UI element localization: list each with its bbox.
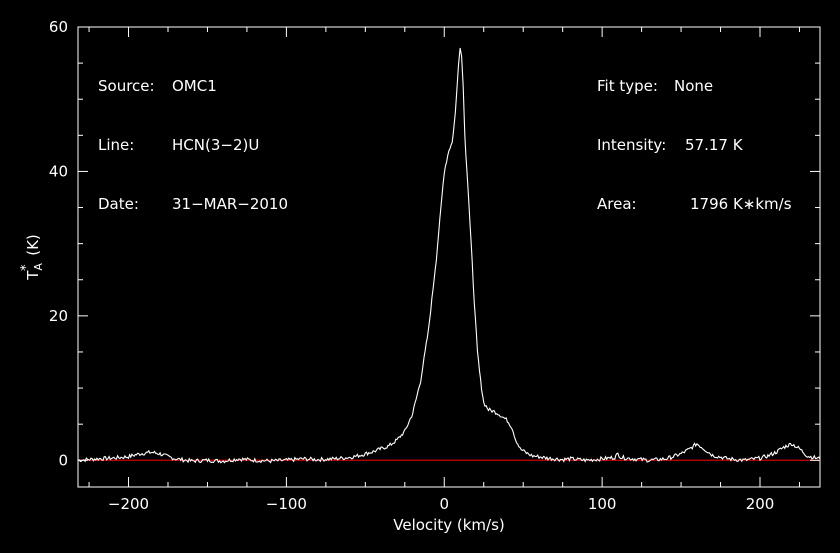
date-label: Date: xyxy=(98,195,139,213)
area-row: Area: 1796 K∗km/s xyxy=(597,195,792,213)
x-tick-label: 0 xyxy=(439,495,449,513)
x-axis: −200 −100 0 100 200 xyxy=(88,27,800,513)
source-value: OMC1 xyxy=(172,77,217,95)
y-tick-label: 40 xyxy=(49,162,68,180)
area-value: 1796 K∗km/s xyxy=(690,195,792,213)
date-value: 31−MAR−2010 xyxy=(172,195,289,213)
intensity-row: Intensity: 57.17 K xyxy=(597,136,792,154)
y-axis: 0 20 40 60 xyxy=(49,18,820,469)
x-tick-label: −200 xyxy=(108,495,149,513)
fit-type-label: Fit type: xyxy=(597,77,658,95)
fit-type-value: None xyxy=(674,77,714,95)
info-panel-right: Fit type: None Intensity: 57.17 K Area: 179… xyxy=(597,41,792,231)
plot-frame xyxy=(77,26,821,488)
x-tick-label: 200 xyxy=(746,495,775,513)
date-row: Date: 31−MAR−2010 xyxy=(98,195,288,213)
source-row: Source: OMC1 xyxy=(98,77,288,95)
y-tick-label: 20 xyxy=(49,307,68,325)
intensity-label: Intensity: xyxy=(597,136,667,154)
x-axis-label: Velocity (km/s) xyxy=(393,516,504,534)
fit-type-row: Fit type: None xyxy=(597,77,792,95)
y-axis-label: TA* (K) xyxy=(19,234,45,281)
info-panel-left: Source: OMC1 Line: HCN(3−2)U Date: 31−MAR−2… xyxy=(98,41,288,231)
line-row: Line: HCN(3−2)U xyxy=(98,136,288,154)
line-label: Line: xyxy=(98,136,135,154)
line-value: HCN(3−2)U xyxy=(172,136,260,154)
intensity-value: 57.17 K xyxy=(685,136,743,154)
source-label: Source: xyxy=(98,77,155,95)
spectrum-line xyxy=(77,47,821,464)
area-label: Area: xyxy=(597,195,637,213)
y-tick-label: 0 xyxy=(58,451,68,469)
x-tick-label: 100 xyxy=(588,495,617,513)
x-tick-label: −100 xyxy=(266,495,307,513)
y-tick-label: 60 xyxy=(49,18,68,36)
